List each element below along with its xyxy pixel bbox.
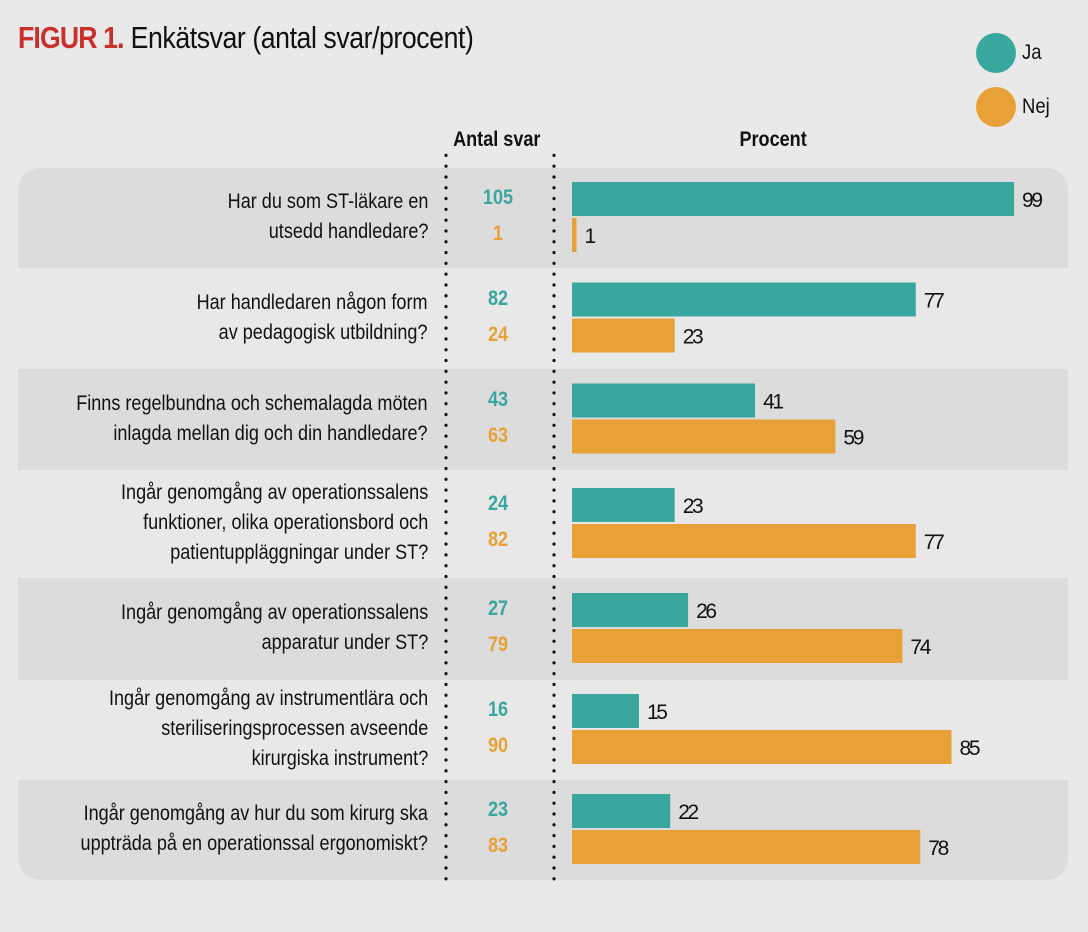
count-nej: 1 <box>492 222 504 245</box>
question-line: utsedd handledare? <box>268 220 428 243</box>
bar-ja <box>572 488 675 522</box>
question-line: Ingår genomgång av instrumentlära och <box>108 687 428 710</box>
question-label: Ingår genomgång av hur du som kirurg ska… <box>81 799 428 859</box>
bar-ja <box>572 282 916 317</box>
question-label: Ingår genomgång av operationssalens funkt… <box>121 478 428 568</box>
count-ja: 23 <box>487 798 509 821</box>
figure-title-text: Enkätsvar (antal svar/procent) <box>130 20 474 55</box>
question-label: Har handledaren någon form av pedagogisk … <box>197 288 428 348</box>
question-line: av pedagogisk utbildning? <box>219 320 428 344</box>
dotted-divider-right <box>552 150 556 885</box>
count-nej: 90 <box>487 734 509 757</box>
bar-ja <box>572 794 671 828</box>
count-ja: 43 <box>487 387 509 411</box>
bar-value-label: 26 <box>696 600 717 623</box>
bar-value-label: 99 <box>1022 189 1043 212</box>
bar-value-label: 23 <box>683 326 704 349</box>
bar-value-label: 78 <box>928 837 949 860</box>
dotted-divider-left <box>444 150 448 885</box>
count-nej: 24 <box>487 322 509 346</box>
bar-nej <box>572 318 675 353</box>
percent-column-header: Procent <box>739 128 807 151</box>
question-line: Ingår genomgång av operationssalens <box>120 481 428 504</box>
legend-item-nej: Nej <box>976 87 1054 127</box>
bar-nej <box>572 730 952 764</box>
question-label: Ingår genomgång av instrumentlära och ste… <box>109 684 428 774</box>
question-label: Har du som ST-läkare en utsedd handledare… <box>227 187 428 247</box>
bar-value-label: 77 <box>924 290 945 313</box>
question-line: kirurgiska instrument? <box>251 747 428 770</box>
bar-nej <box>572 629 903 663</box>
bar-value-label: 22 <box>678 801 699 824</box>
count-ja: 82 <box>487 286 509 310</box>
legend-label-ja: Ja <box>1022 41 1042 64</box>
table-panel <box>18 168 1068 880</box>
legend-label-nej: Nej <box>1022 95 1050 118</box>
question-line: funktioner, olika operationsbord och <box>142 511 428 534</box>
question-line: patientuppläggningar under ST? <box>169 541 428 564</box>
figure-label: FIGUR 1. <box>18 20 125 55</box>
count-column-header: Antal svar <box>453 128 541 151</box>
count-ja: 27 <box>487 597 509 620</box>
bar-value-label: 23 <box>683 495 704 518</box>
count-nej: 79 <box>487 633 509 656</box>
legend-swatch-ja-icon <box>976 33 1016 73</box>
legend-swatch-nej-icon <box>976 87 1016 127</box>
count-nej: 63 <box>487 423 509 447</box>
legend-item-ja: Ja <box>976 33 1044 73</box>
bar-ja <box>572 694 639 728</box>
bar-nej <box>572 218 577 252</box>
figure-title: FIGUR 1. Enkätsvar (antal svar/procent) <box>18 20 474 56</box>
bar-ja <box>572 182 1015 216</box>
question-line: uppträda på en operationssal ergonomiskt… <box>80 832 428 855</box>
question-line: Ingår genomgång av operationssalens <box>120 601 428 624</box>
table-row <box>18 369 1068 470</box>
bar-ja <box>572 593 689 627</box>
bar-value-label: 1 <box>584 225 596 248</box>
count-ja: 16 <box>487 698 509 721</box>
bar-value-label: 74 <box>910 636 931 659</box>
count-ja: 105 <box>482 186 514 209</box>
count-ja: 24 <box>487 492 509 515</box>
bar-value-label: 77 <box>924 531 945 554</box>
bar-value-label: 59 <box>843 427 864 450</box>
question-line: steriliseringsprocessen avseende <box>160 717 428 740</box>
bar-value-label: 41 <box>763 391 784 414</box>
question-line: Har du som ST-läkare en <box>227 190 428 213</box>
bar-nej <box>572 419 836 454</box>
count-nej: 83 <box>487 834 509 857</box>
bar-value-label: 15 <box>647 701 668 724</box>
question-label: Ingår genomgång av operationssalens appar… <box>121 598 428 658</box>
question-label: Finns regelbundna och schemalagda möten i… <box>77 389 428 449</box>
question-line: Ingår genomgång av hur du som kirurg ska <box>83 802 428 825</box>
bar-ja <box>572 383 756 418</box>
bar-nej <box>572 830 921 864</box>
question-line: Har handledaren någon form <box>197 290 428 314</box>
count-nej: 82 <box>487 528 509 551</box>
question-line: apparatur under ST? <box>261 631 428 654</box>
question-line: inlagda mellan dig och din handledare? <box>113 421 428 445</box>
bar-nej <box>572 524 916 558</box>
bar-value-label: 85 <box>960 737 981 760</box>
question-line: Finns regelbundna och schemalagda möten <box>76 391 428 415</box>
